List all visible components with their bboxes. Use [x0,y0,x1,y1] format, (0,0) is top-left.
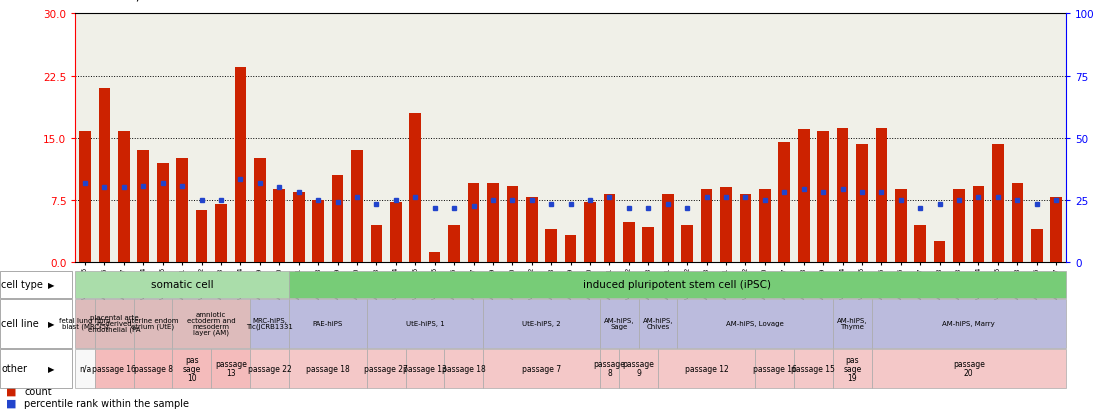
Text: AM-hiPS,
Chives: AM-hiPS, Chives [643,318,674,329]
Text: GDS3842 / 24282: GDS3842 / 24282 [70,0,187,2]
Bar [506,186,519,262]
Bar [137,151,150,262]
Bar [720,188,731,262]
Bar [312,200,324,262]
Text: ▶: ▶ [48,280,54,289]
Bar [779,142,790,262]
Text: placental arte
ry-derived
endothelial (PA: placental arte ry-derived endothelial (P… [88,314,141,332]
Text: AM-hiPS, Lovage: AM-hiPS, Lovage [726,320,784,326]
Bar [798,130,810,262]
Bar [681,225,692,262]
Text: pas
sage
19: pas sage 19 [843,355,861,382]
Text: ■: ■ [6,398,16,408]
Bar [196,210,207,262]
Text: ▶: ▶ [48,319,54,328]
Bar [80,132,91,262]
Bar [700,190,712,262]
Bar [449,225,460,262]
Text: amniotic
ectoderm and
mesoderm
layer (AM): amniotic ectoderm and mesoderm layer (AM… [187,311,236,336]
Bar [429,252,441,262]
Bar [837,128,849,262]
Bar [545,229,557,262]
Bar [99,89,111,262]
Bar [992,145,1004,262]
Text: passage 8: passage 8 [134,364,173,373]
Bar [526,198,537,262]
Bar [584,203,596,262]
Text: passage 16: passage 16 [92,364,136,373]
Bar [293,192,305,262]
Text: count: count [24,386,52,396]
Bar [390,203,401,262]
Bar [1030,229,1043,262]
Bar [934,242,945,262]
Bar [740,195,751,262]
Text: passage
20: passage 20 [953,360,985,377]
Text: passage
8: passage 8 [594,360,625,377]
Text: pas
sage
10: pas sage 10 [183,355,201,382]
Bar [895,190,906,262]
Bar [1050,198,1061,262]
Bar [119,132,130,262]
Text: other: other [1,363,27,374]
Text: ■: ■ [6,386,16,396]
Text: passage 12: passage 12 [685,364,728,373]
Bar [410,114,421,262]
Text: passage 13: passage 13 [403,364,447,373]
Text: passage
13: passage 13 [215,360,247,377]
Bar [215,204,227,262]
Text: UtE-hiPS, 2: UtE-hiPS, 2 [522,320,561,326]
Text: passage 18: passage 18 [306,364,350,373]
Bar [488,184,499,262]
Bar [468,184,480,262]
Bar [818,132,829,262]
Bar [973,186,984,262]
Text: fetal lung fibro
blast (MRC-5): fetal lung fibro blast (MRC-5) [60,317,111,330]
Text: passage 7: passage 7 [522,364,561,373]
Bar [875,128,888,262]
Bar [235,68,246,262]
Bar [254,159,266,262]
Text: uterine endom
etrium (UtE): uterine endom etrium (UtE) [127,317,178,330]
Bar [274,190,285,262]
Bar [623,223,635,262]
Text: cell type: cell type [1,280,43,290]
Bar [157,163,168,262]
Bar [565,236,576,262]
Text: passage 15: passage 15 [791,364,835,373]
Text: passage 27: passage 27 [365,364,408,373]
Text: passage 22: passage 22 [248,364,291,373]
Text: passage 18: passage 18 [442,364,485,373]
Text: ▶: ▶ [48,364,54,373]
Text: somatic cell: somatic cell [151,280,214,290]
Bar [370,225,382,262]
Text: PAE-hiPS: PAE-hiPS [312,320,343,326]
Bar [953,190,965,262]
Text: AM-hiPS,
Sage: AM-hiPS, Sage [604,318,635,329]
Text: MRC-hiPS,
Tic(JCRB1331: MRC-hiPS, Tic(JCRB1331 [246,317,293,330]
Text: induced pluripotent stem cell (iPSC): induced pluripotent stem cell (iPSC) [584,280,771,290]
Text: cell line: cell line [1,318,39,328]
Text: passage 16: passage 16 [752,364,797,373]
Bar [331,176,343,262]
Bar [176,159,188,262]
Bar [1012,184,1023,262]
Text: UtE-hiPS, 1: UtE-hiPS, 1 [406,320,444,326]
Text: AM-hiPS, Marry: AM-hiPS, Marry [943,320,995,326]
Bar [661,195,674,262]
Text: passage
9: passage 9 [623,360,655,377]
Bar [914,225,926,262]
Text: AM-hiPS,
Thyme: AM-hiPS, Thyme [837,318,868,329]
Text: n/a: n/a [79,364,91,373]
Bar [759,190,771,262]
Bar [351,151,362,262]
Text: percentile rank within the sample: percentile rank within the sample [24,398,189,408]
Bar [643,228,654,262]
Bar [856,145,868,262]
Bar [604,195,615,262]
